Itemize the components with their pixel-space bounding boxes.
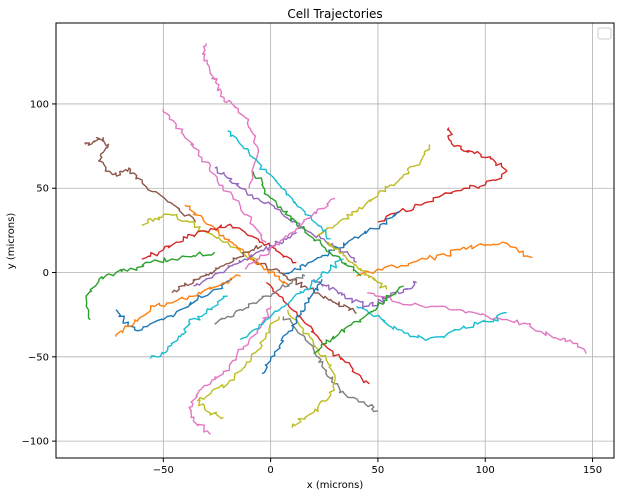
trajectory-series-13 [356, 305, 507, 341]
x-tick-label-3: 100 [476, 465, 495, 476]
y-tick-label-2: 0 [43, 268, 49, 279]
y-tick-label-1: −50 [28, 352, 49, 363]
y-tick-label-3: 50 [36, 184, 49, 195]
trajectory-series-28 [326, 241, 388, 290]
trajectory-series-2 [377, 127, 508, 223]
trajectory-series-29 [214, 274, 306, 325]
trajectory-series-15 [282, 316, 379, 413]
trajectory-series-18 [252, 171, 362, 277]
x-tick-label-4: 150 [583, 465, 602, 476]
trajectory-series-7 [149, 295, 228, 359]
axis-ticks: −50 0 50 100 150 −100 −50 0 50 100 [22, 99, 603, 476]
trajectory-lines [84, 43, 587, 435]
trajectory-series-33 [171, 244, 263, 294]
trajectory-series-24 [184, 204, 289, 287]
trajectory-series-22 [312, 278, 417, 309]
trajectory-series-10 [141, 213, 259, 263]
plot-frame [55, 22, 615, 459]
trajectory-series-21 [282, 211, 400, 277]
x-tick-label-2: 50 [372, 465, 385, 476]
x-tick-label-1: 0 [267, 465, 273, 476]
y-tick-label-4: 100 [30, 99, 49, 110]
trajectory-series-1 [84, 136, 197, 223]
y-axis-label: y (microns) [6, 213, 17, 270]
chart-title: Cell Trajectories [287, 7, 382, 21]
trajectory-series-20 [162, 108, 267, 243]
trajectory-series-26 [313, 285, 404, 355]
trajectory-series-5 [188, 306, 272, 435]
trajectory-series-9 [115, 278, 233, 332]
trajectory-series-31 [193, 231, 297, 287]
trajectory-series-8 [85, 251, 216, 321]
trajectory-series-0 [202, 43, 260, 189]
trajectory-series-19 [227, 130, 331, 240]
trajectory-series-17 [115, 274, 241, 337]
grid-lines [56, 23, 614, 458]
trajectory-series-3 [367, 292, 587, 354]
y-tick-label-0: −100 [22, 437, 49, 448]
x-axis-label: x (microns) [307, 480, 364, 491]
axes-frame [55, 22, 615, 459]
trajectory-series-27 [239, 258, 344, 341]
x-tick-label-0: −50 [153, 465, 174, 476]
trajectory-series-6 [196, 316, 280, 420]
trajectory-series-12 [317, 144, 431, 236]
trajectory-series-14 [265, 282, 370, 385]
trajectory-series-25 [141, 223, 297, 264]
trajectory-series-4 [356, 241, 533, 277]
trajectory-series-32 [244, 197, 336, 270]
trajectory-series-23 [252, 258, 357, 314]
trajectory-series-16 [287, 309, 336, 428]
trajectory-series-30 [261, 279, 323, 375]
legend-box [597, 27, 612, 40]
